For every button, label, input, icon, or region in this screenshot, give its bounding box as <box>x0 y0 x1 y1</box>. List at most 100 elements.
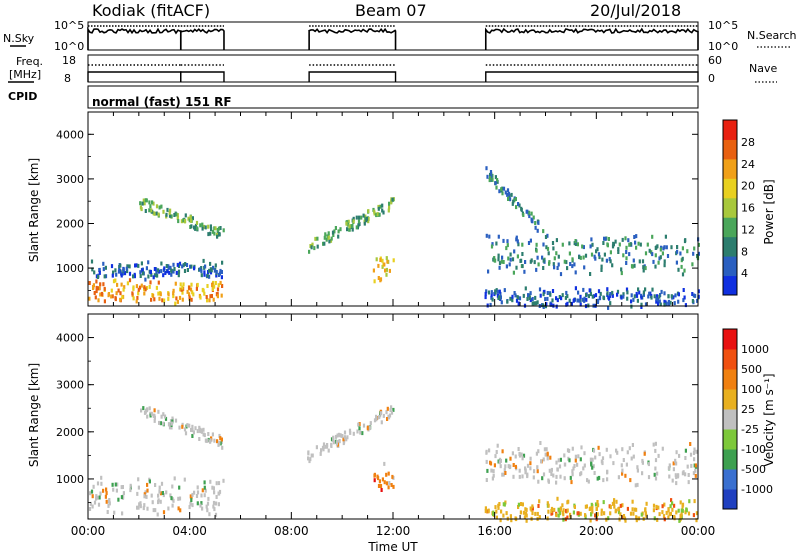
echo-cell <box>92 484 95 489</box>
echo-cell <box>589 272 592 276</box>
echo-cell <box>559 474 562 479</box>
echo-cell <box>608 257 611 262</box>
echo-cell <box>385 272 388 277</box>
echo-cell <box>219 226 222 230</box>
echo-cell <box>683 295 686 300</box>
echo-cell <box>215 292 218 297</box>
echo-cell <box>121 511 124 516</box>
freq-label: Freq. <box>16 55 43 68</box>
echo-cell <box>219 268 222 273</box>
echo-cell <box>574 458 577 463</box>
echo-cell <box>174 418 178 423</box>
echo-cell <box>665 301 668 306</box>
echo-cell <box>691 299 694 303</box>
echo-cell <box>377 263 380 268</box>
echo-cell <box>594 502 598 507</box>
echo-cell <box>545 302 548 307</box>
echo-cell <box>175 296 178 301</box>
echo-cell <box>494 454 497 459</box>
echo-cell <box>210 294 213 298</box>
echo-cell <box>139 201 142 206</box>
echo-cell <box>625 256 628 261</box>
echo-cell <box>550 472 553 476</box>
echo-cell <box>570 480 573 485</box>
echo-cell <box>380 488 383 492</box>
echo-cell <box>195 286 198 291</box>
echo-cell <box>525 507 528 512</box>
echo-cell <box>521 264 524 269</box>
echo-cell <box>495 185 498 190</box>
echo-cell <box>522 453 526 458</box>
echo-cell <box>142 198 145 203</box>
echo-cell <box>656 471 659 476</box>
echo-cell <box>672 295 675 300</box>
echo-cell <box>324 444 327 449</box>
echo-cell <box>112 279 116 284</box>
echo-cell <box>635 515 638 520</box>
echo-cell <box>566 266 569 271</box>
echo-cell <box>382 210 385 215</box>
echo-cell <box>156 273 159 278</box>
echo-cell <box>590 462 593 467</box>
echo-cell <box>144 277 147 282</box>
echo-cell <box>327 235 330 240</box>
echo-cell <box>180 287 183 292</box>
nsky-trace <box>179 28 225 50</box>
echo-cell <box>137 477 140 482</box>
echo-cell <box>592 464 595 469</box>
echo-cell <box>217 273 221 277</box>
echo-cell <box>544 452 547 457</box>
echo-cell <box>322 442 326 447</box>
echo-cell <box>112 487 115 492</box>
echo-cell <box>551 241 555 245</box>
echo-cell <box>502 238 505 243</box>
echo-cell <box>129 488 132 493</box>
x-tick-label: 20:00 <box>579 524 614 538</box>
echo-cell <box>311 242 314 247</box>
echo-cell <box>346 222 349 227</box>
echo-cell <box>697 289 700 294</box>
echo-cell <box>521 252 524 256</box>
echo-cell <box>524 466 527 471</box>
echo-cell <box>348 227 351 232</box>
echo-cell <box>522 293 525 298</box>
echo-cell <box>636 298 639 303</box>
echo-cell <box>608 504 611 509</box>
echo-cell <box>119 297 122 302</box>
echo-cell <box>614 239 617 244</box>
echo-cell <box>105 491 108 496</box>
echo-cell <box>619 503 622 508</box>
velocity-colorbar-tick: -500 <box>741 463 766 476</box>
echo-cell <box>484 291 487 296</box>
echo-cell <box>636 468 639 473</box>
echo-cell <box>491 297 494 302</box>
echo-cell <box>498 289 501 294</box>
echo-cell <box>160 414 163 419</box>
echo-cell <box>655 299 658 304</box>
echo-cell <box>592 294 596 299</box>
echo-cell <box>488 448 491 453</box>
echo-cell <box>582 287 585 292</box>
echo-cell <box>539 441 542 445</box>
echo-cell <box>355 215 358 220</box>
echo-cell <box>151 200 154 205</box>
echo-cell <box>547 251 550 256</box>
echo-cell <box>676 245 679 249</box>
velocity-ylabel: Slant Range [km] <box>27 363 41 467</box>
echo-cell <box>346 227 349 232</box>
echo-cell <box>556 467 559 472</box>
echo-cell <box>536 511 539 516</box>
echo-cell <box>348 428 352 433</box>
echo-cell <box>639 242 642 247</box>
echo-cell <box>670 498 673 503</box>
echo-cell <box>687 511 691 516</box>
echo-cell <box>182 282 185 287</box>
echo-cell <box>628 242 631 247</box>
echo-cell <box>663 502 666 507</box>
echo-cell <box>489 176 492 180</box>
echo-cell <box>521 242 524 247</box>
echo-cell <box>173 476 176 481</box>
echo-cell <box>669 511 672 516</box>
echo-cell <box>182 263 185 268</box>
echo-cell <box>373 478 376 483</box>
